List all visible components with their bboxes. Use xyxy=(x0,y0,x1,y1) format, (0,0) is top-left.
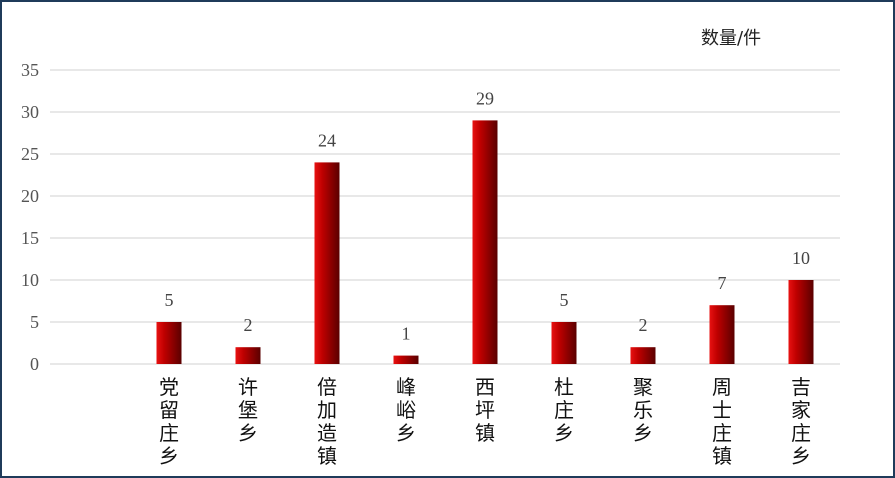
y-tick-label: 15 xyxy=(21,228,39,248)
x-tick-label: 许堡乡 xyxy=(238,375,258,445)
y-tick-label: 25 xyxy=(21,144,39,164)
y-tick-label: 30 xyxy=(21,102,39,122)
x-tick-label: 峰峪乡 xyxy=(396,375,416,445)
data-label: 29 xyxy=(476,88,494,108)
data-label: 10 xyxy=(792,248,810,268)
y-tick-label: 20 xyxy=(21,186,39,206)
y-tick-label: 0 xyxy=(30,354,39,374)
bar xyxy=(156,322,182,364)
bar xyxy=(472,120,498,365)
x-tick-label: 倍加造镇 xyxy=(317,375,337,468)
y-tick-label: 5 xyxy=(30,312,39,332)
bar xyxy=(235,347,261,364)
bars xyxy=(156,120,814,365)
unit-label: 数量/件 xyxy=(701,28,761,49)
data-label: 5 xyxy=(165,290,174,310)
x-tick-label: 周士庄镇 xyxy=(712,375,732,468)
bar xyxy=(788,280,814,364)
data-label: 5 xyxy=(560,290,569,310)
bar xyxy=(393,355,419,364)
x-tick-label: 吉家庄乡 xyxy=(791,375,811,468)
y-tick-label: 10 xyxy=(21,270,39,290)
bar xyxy=(709,305,735,364)
bar xyxy=(630,347,656,364)
data-label: 7 xyxy=(718,273,727,293)
data-label: 2 xyxy=(244,315,253,335)
x-axis-labels: 党留庄乡 许堡乡 倍加造镇 峰峪乡 西坪镇 杜庄乡 聚乐乡 周士庄镇 吉家庄乡 xyxy=(159,375,811,468)
data-label: 2 xyxy=(639,315,648,335)
x-tick-label: 党留庄乡 xyxy=(159,375,179,468)
x-tick-label: 聚乐乡 xyxy=(633,375,653,445)
y-tick-label: 35 xyxy=(21,60,39,80)
x-tick-label: 西坪镇 xyxy=(475,375,495,445)
x-tick-label: 杜庄乡 xyxy=(554,375,574,445)
data-label: 24 xyxy=(318,130,336,150)
data-labels: 5 2 24 1 29 5 2 7 10 xyxy=(165,88,811,343)
bar xyxy=(314,162,340,364)
data-label: 1 xyxy=(402,324,411,344)
y-axis-ticks: 0 5 10 15 20 25 30 35 xyxy=(21,60,39,374)
grid-lines xyxy=(50,69,840,365)
bar xyxy=(551,322,577,364)
